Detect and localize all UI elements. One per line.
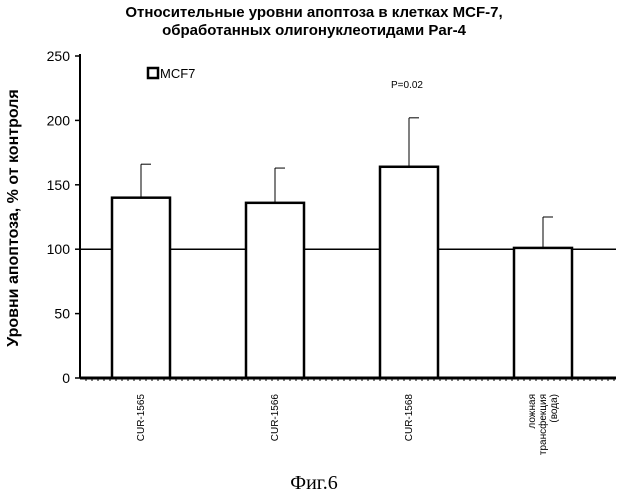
x-tick-label: CUR-1565 — [136, 394, 147, 442]
y-tick-label: 0 — [62, 370, 70, 386]
figure-caption: Фиг.6 — [0, 472, 628, 495]
legend-label: MCF7 — [160, 66, 195, 81]
y-tick-label: 100 — [47, 241, 71, 257]
y-tick-label: 50 — [54, 306, 70, 322]
y-tick-label: 250 — [47, 48, 71, 64]
bar-chart: Уровни апоптоза, % от контроля 0 50 100 150… — [0, 0, 628, 470]
p-value-annotation: P=0.02 — [391, 80, 423, 91]
bar — [246, 203, 304, 378]
legend-swatch — [148, 68, 158, 78]
legend: MCF7 — [148, 66, 195, 81]
y-tick-label: 200 — [47, 112, 71, 128]
y-tick-label: 150 — [47, 177, 71, 193]
x-tick-label: CUR-1568 — [404, 394, 415, 442]
bars-layer — [112, 118, 572, 378]
y-axis-label: Уровни апоптоза, % от контроля — [5, 89, 22, 346]
bar — [380, 167, 438, 378]
x-tick-label: ложнаятрансфекция(вода) — [527, 394, 560, 455]
x-tick-label: CUR-1566 — [270, 394, 281, 442]
bar — [514, 248, 572, 378]
bar — [112, 198, 170, 378]
